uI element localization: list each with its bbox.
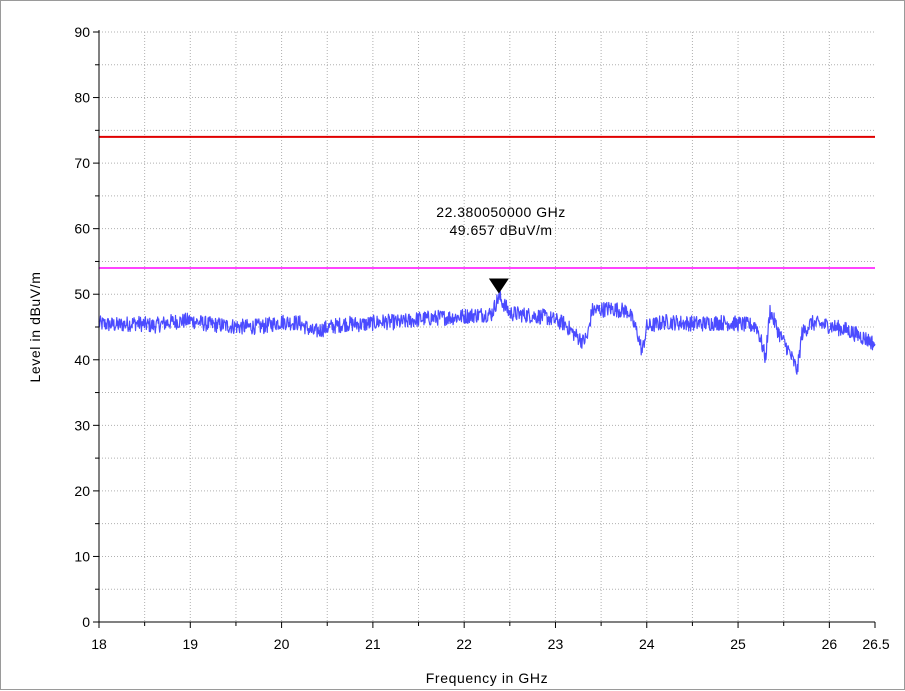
x-tick-label: 22 bbox=[456, 636, 472, 652]
x-tick-label: 20 bbox=[274, 636, 290, 652]
x-tick-label: 19 bbox=[183, 636, 199, 652]
x-tick-label: 25 bbox=[730, 636, 746, 652]
marker-group bbox=[488, 278, 509, 294]
x-tick-label: 26 bbox=[822, 636, 838, 652]
series-group bbox=[98, 291, 876, 375]
y-tick-label: 10 bbox=[74, 548, 90, 564]
marker-level-label: 49.657 dBuV/m bbox=[449, 222, 552, 238]
x-tick-label: 18 bbox=[91, 636, 107, 652]
series-line bbox=[98, 291, 876, 375]
y-tick-label: 90 bbox=[74, 24, 90, 40]
y-tick-label: 70 bbox=[74, 155, 90, 171]
y-tick-label: 30 bbox=[74, 417, 90, 433]
x-tick-label: 21 bbox=[365, 636, 381, 652]
tick-labels: 0 10 20 30 40 50 60 70 80 90 18 19 20 21 22 23 24 25 26 26.… bbox=[74, 24, 889, 652]
y-tick-label: 80 bbox=[74, 90, 90, 106]
x-axis-title: Frequency in GHz bbox=[426, 670, 548, 686]
y-tick-label: 60 bbox=[74, 221, 90, 237]
marker-frequency-label: 22.380050000 GHz bbox=[436, 204, 565, 220]
peak-marker-icon bbox=[488, 278, 509, 294]
limit-lines bbox=[99, 135, 875, 269]
y-axis-title: Level in dBuV/m bbox=[27, 272, 43, 383]
x-tick-label: 23 bbox=[548, 636, 564, 652]
x-tick-label: 26.5 bbox=[862, 636, 889, 652]
y-tick-label: 40 bbox=[74, 352, 90, 368]
y-tick-label: 20 bbox=[74, 483, 90, 499]
y-tick-label: 0 bbox=[82, 614, 90, 630]
x-tick-label: 24 bbox=[639, 636, 655, 652]
y-tick-label: 50 bbox=[74, 286, 90, 302]
axes-group bbox=[93, 30, 876, 628]
